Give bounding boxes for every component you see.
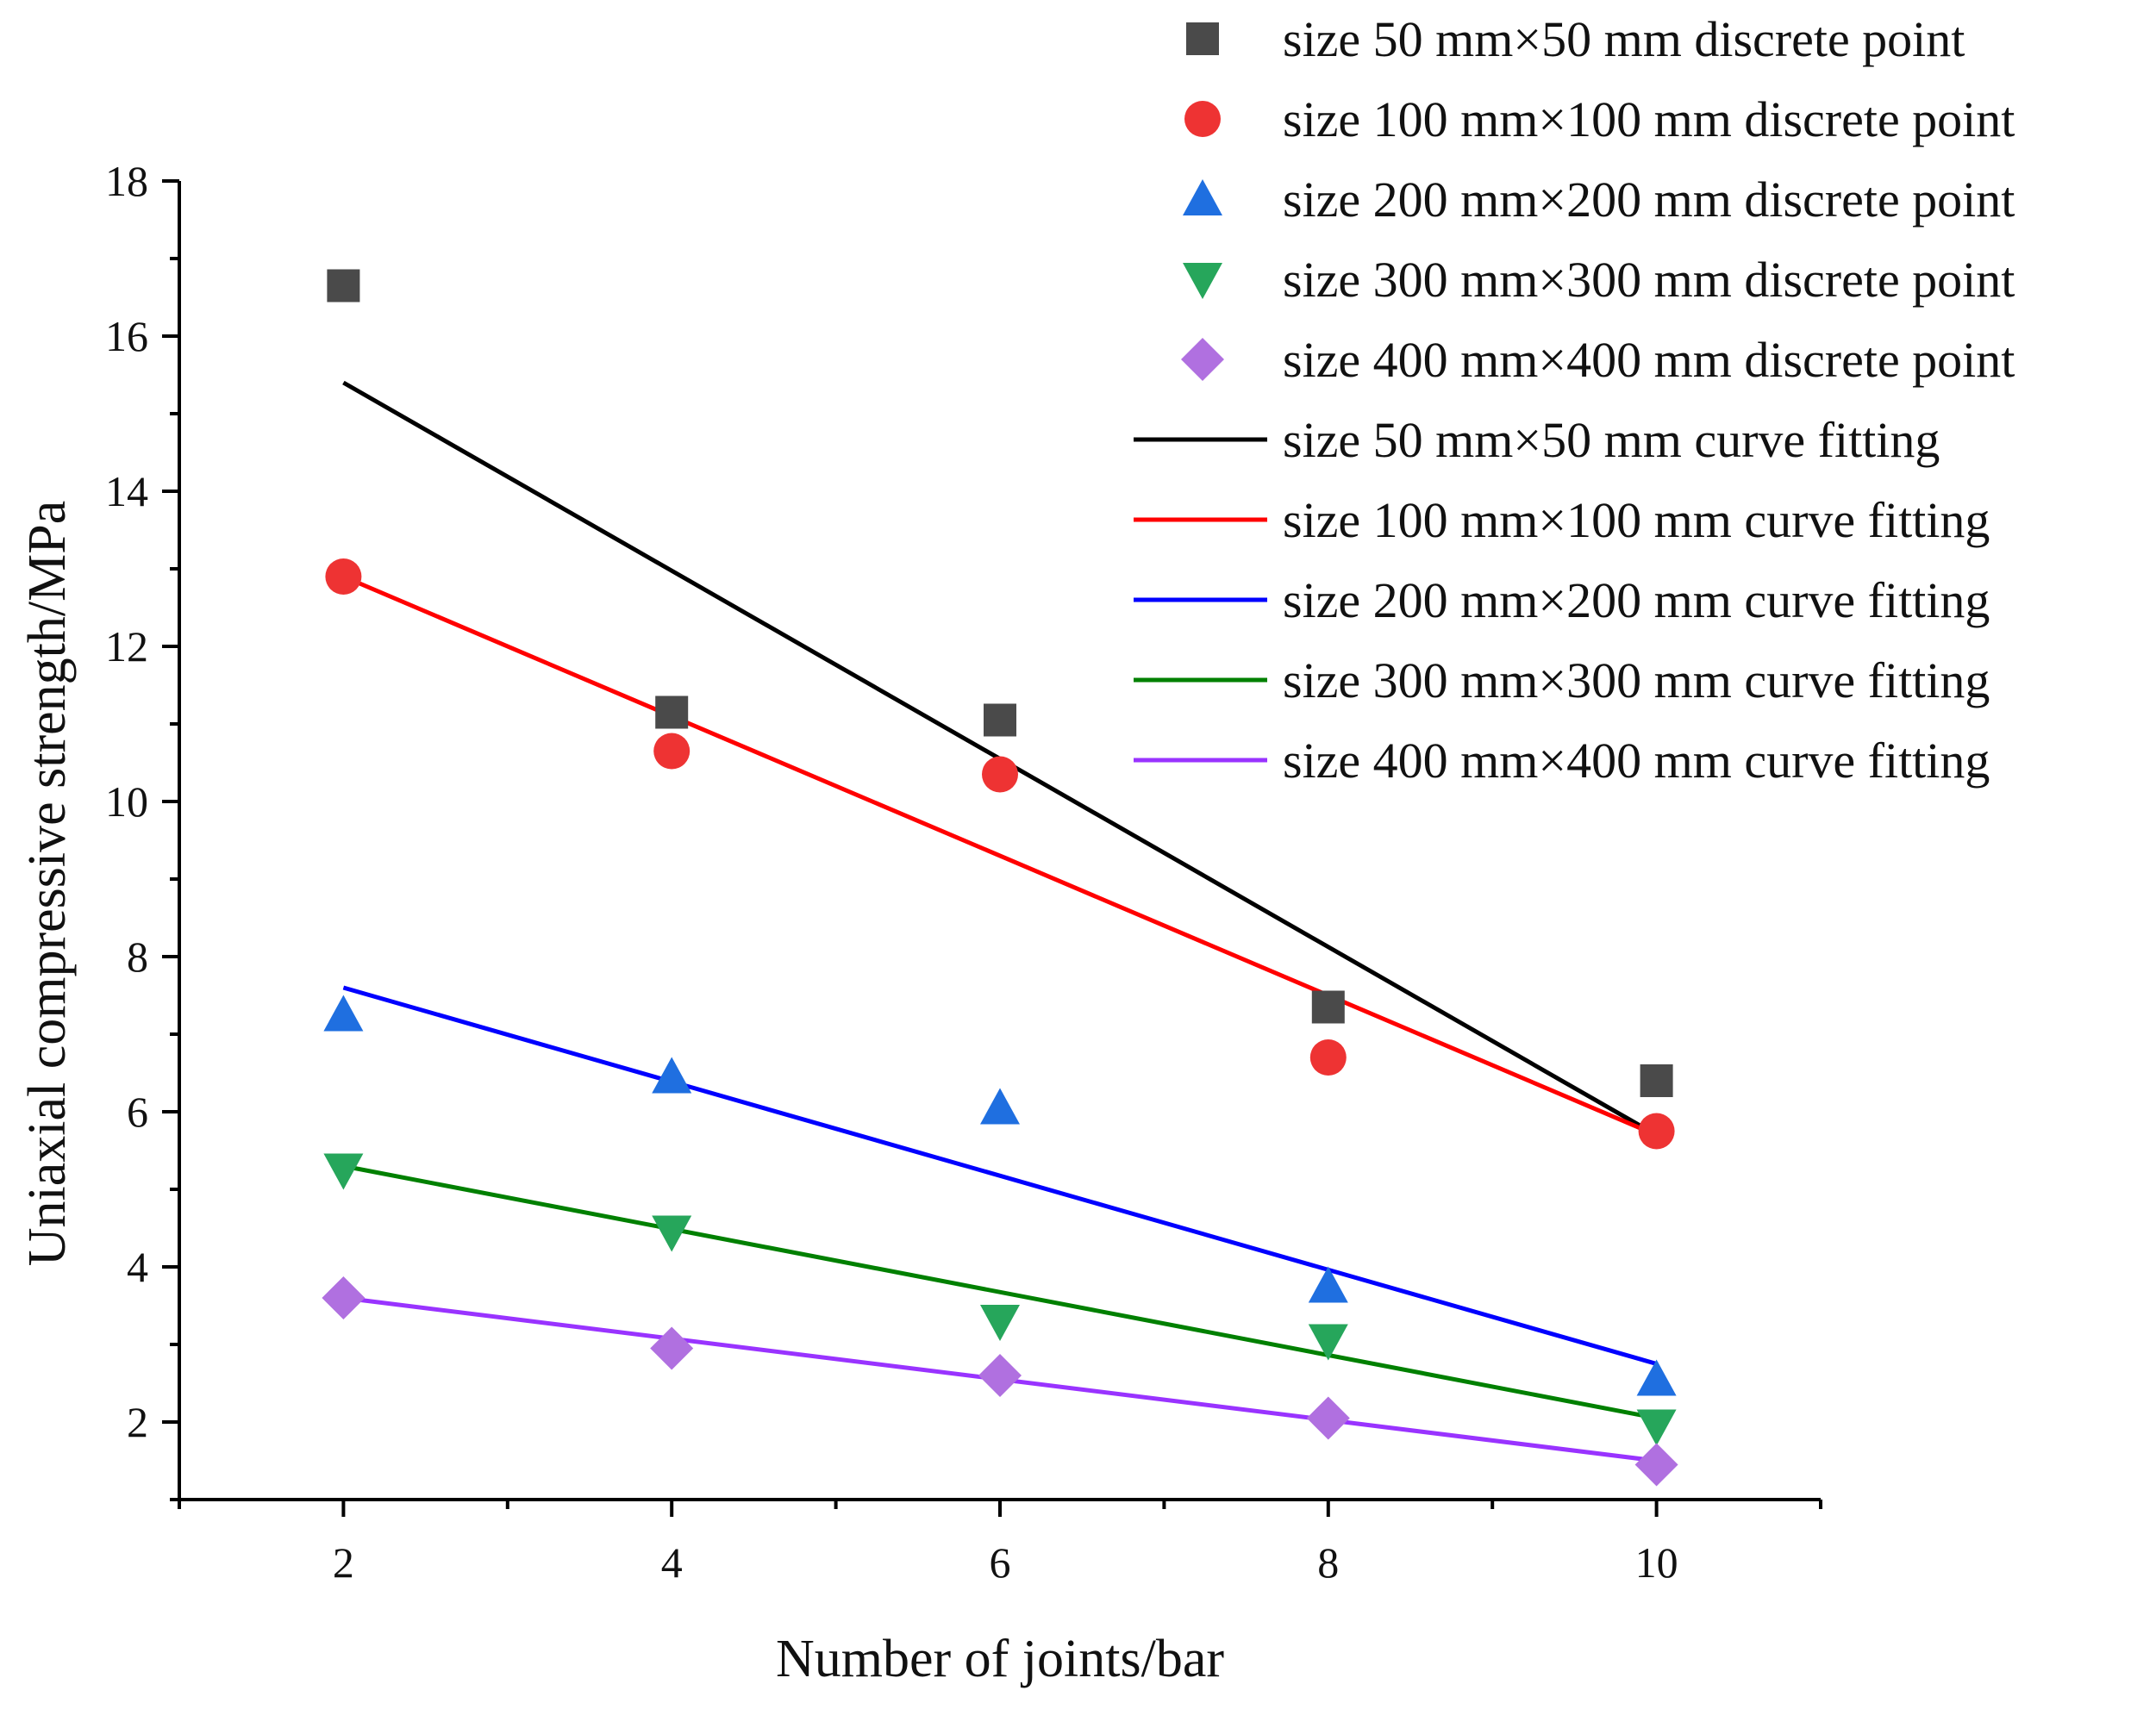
legend-marker xyxy=(1184,101,1221,137)
data-point xyxy=(1634,1443,1678,1487)
data-points xyxy=(322,269,1678,1487)
y-tick-label: 2 xyxy=(127,1398,148,1446)
x-axis-title: Number of joints/bar xyxy=(776,1630,1224,1688)
y-tick-label: 16 xyxy=(105,312,148,360)
x-tick-label: 2 xyxy=(333,1538,354,1587)
data-point xyxy=(1309,1039,1347,1076)
x-tick-label: 6 xyxy=(990,1538,1011,1587)
x-tick-label: 10 xyxy=(1635,1538,1678,1587)
legend-marker xyxy=(1186,22,1219,55)
legend-label: size 300 mm×300 mm curve fitting xyxy=(1283,652,1990,708)
legend-marker xyxy=(1181,338,1224,381)
data-point xyxy=(1308,1324,1348,1361)
data-point xyxy=(323,1153,364,1190)
data-point xyxy=(653,733,691,770)
data-point xyxy=(650,1326,694,1370)
y-tick-label: 10 xyxy=(105,777,148,826)
x-tick-label: 4 xyxy=(661,1538,683,1587)
legend: size 50 mm×50 mm discrete point size 100 … xyxy=(1134,11,2015,789)
data-point xyxy=(1638,1113,1675,1150)
legend-label: size 200 mm×200 mm curve fitting xyxy=(1283,572,1990,628)
legend-label: size 100 mm×100 mm discrete point xyxy=(1283,91,2015,147)
data-point xyxy=(322,1276,366,1319)
data-point xyxy=(1306,1396,1350,1440)
fit-line xyxy=(342,985,1658,1366)
data-point xyxy=(323,995,364,1032)
data-point xyxy=(655,695,689,729)
data-point xyxy=(327,269,360,303)
y-tick-label: 8 xyxy=(127,932,148,981)
data-point xyxy=(980,1088,1020,1125)
fit-line xyxy=(342,1163,1658,1420)
legend-marker xyxy=(1183,263,1222,299)
data-point xyxy=(652,1215,692,1252)
data-point xyxy=(1636,1409,1677,1446)
data-point xyxy=(980,1305,1020,1341)
axes: 2 4 6 8 10 2 4 6 8 10 12 14 16 18 xyxy=(105,157,1822,1587)
data-point xyxy=(978,1354,1022,1397)
legend-label: size 50 mm×50 mm discrete point xyxy=(1283,11,1965,67)
data-point xyxy=(982,756,1018,793)
data-point xyxy=(1640,1064,1673,1097)
legend-label: size 100 mm×100 mm curve fitting xyxy=(1283,492,1990,548)
y-tick-label: 6 xyxy=(127,1088,148,1136)
data-point xyxy=(1311,990,1345,1024)
legend-label: size 50 mm×50 mm curve fitting xyxy=(1283,412,1940,468)
y-tick-label: 12 xyxy=(105,622,148,671)
data-point xyxy=(652,1057,692,1094)
data-point xyxy=(1636,1359,1677,1396)
data-point xyxy=(984,703,1016,737)
legend-label: size 300 mm×300 mm discrete point xyxy=(1283,252,2015,308)
x-tick-label: 8 xyxy=(1317,1538,1339,1587)
data-point xyxy=(1308,1266,1348,1303)
legend-label: size 400 mm×400 mm curve fitting xyxy=(1283,733,1990,789)
y-tick-label: 4 xyxy=(127,1243,148,1291)
legend-label: size 200 mm×200 mm discrete point xyxy=(1283,172,2015,228)
data-point xyxy=(325,558,362,595)
legend-label: size 400 mm×400 mm discrete point xyxy=(1283,332,2015,388)
y-tick-label: 18 xyxy=(105,157,148,205)
legend-marker xyxy=(1183,179,1222,215)
y-axis-title: Uniaxial compressive strength/MPa xyxy=(18,501,77,1267)
y-tick-label: 14 xyxy=(105,467,148,515)
fit-line xyxy=(342,574,1658,1138)
